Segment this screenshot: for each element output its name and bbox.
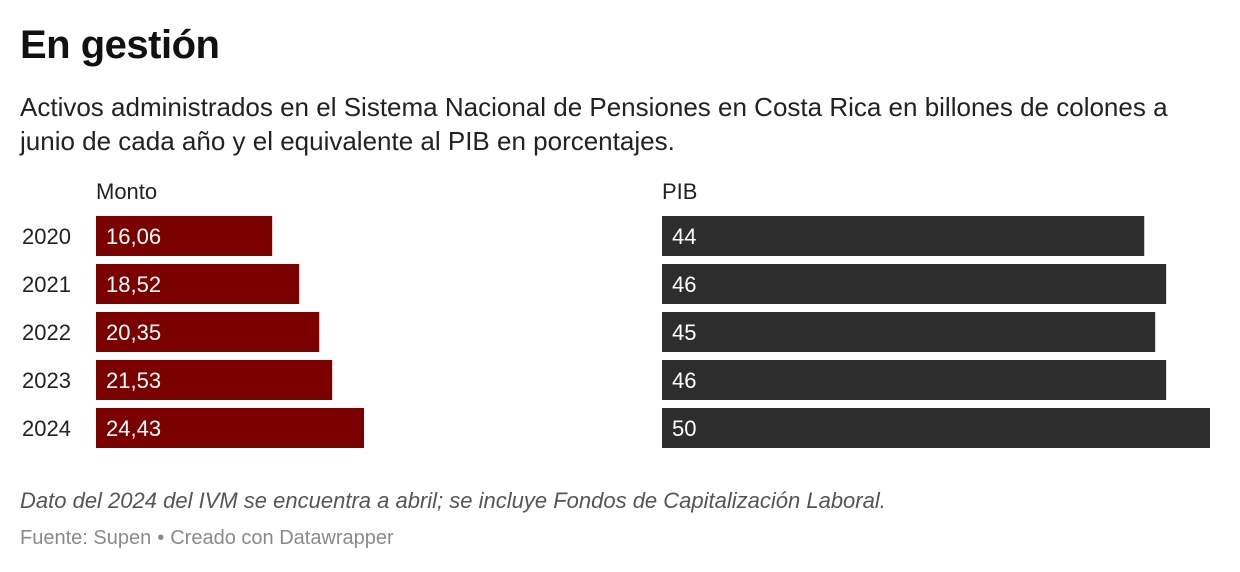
source-text: Fuente: Supen [20,527,152,549]
chart-footer: Fuente: Supen • Creado con Datawrapper [20,524,394,552]
bar-monto-2022 [96,312,320,352]
chart-subtitle: Activos administrados en el Sistema Naci… [20,92,1168,156]
value-label-pib-2021: 46 [672,272,696,297]
category-label-2022: 2022 [22,320,71,345]
value-label-pib-2023: 46 [672,368,696,393]
series-label-pib: PIB [662,179,698,204]
bar-pib-2023 [662,360,1167,400]
value-label-monto-2024: 24,43 [106,416,161,441]
value-label-monto-2023: 21,53 [106,368,161,393]
category-label-2020: 2020 [22,224,71,249]
bar-pib-2021 [662,264,1167,304]
value-label-monto-2022: 20,35 [106,320,161,345]
series-label-monto: Monto [96,179,158,204]
value-label-pib-2024: 50 [672,416,696,441]
bar-pib-2020 [662,216,1145,256]
bar-pib-2022 [662,312,1156,352]
chart-title: En gestión [20,23,220,67]
bar-monto-2020 [96,216,273,256]
category-label-2024: 2024 [22,416,71,441]
category-label-2023: 2023 [22,368,71,393]
credit-text: Creado con Datawrapper [170,527,394,549]
value-label-pib-2020: 44 [672,224,696,249]
value-label-monto-2021: 18,52 [106,272,161,297]
bar-monto-2021 [96,264,300,304]
bar-monto-2024 [96,408,364,448]
category-label-2021: 2021 [22,272,71,297]
value-label-pib-2022: 45 [672,320,696,345]
value-label-monto-2020: 16,06 [106,224,161,249]
bar-pib-2024 [662,408,1210,448]
bar-monto-2023 [96,360,333,400]
footer-separator: • [157,527,165,549]
chart-note: Dato del 2024 del IVM se encuentra a abr… [20,488,886,513]
